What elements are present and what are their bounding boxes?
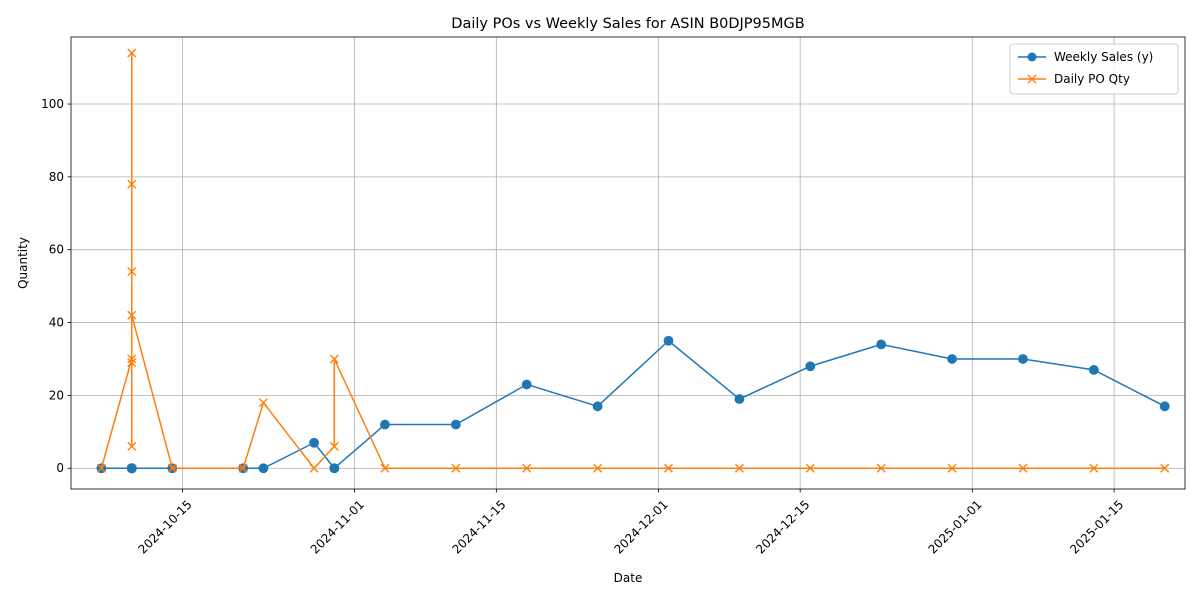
data-point bbox=[1018, 463, 1028, 473]
x-tick-label: 2024-11-01 bbox=[308, 497, 367, 556]
grid-layer bbox=[71, 37, 1185, 489]
legend-label: Weekly Sales (y) bbox=[1054, 50, 1153, 64]
y-tick-label: 0 bbox=[56, 461, 64, 475]
legend-marker bbox=[1027, 52, 1037, 62]
data-point bbox=[664, 463, 674, 473]
data-point bbox=[805, 361, 816, 372]
data-point bbox=[1088, 364, 1099, 375]
data-point bbox=[876, 339, 887, 350]
data-point bbox=[127, 354, 137, 364]
y-tick-label: 100 bbox=[41, 97, 64, 111]
x-tick-label: 2024-12-15 bbox=[753, 497, 812, 556]
data-point bbox=[734, 463, 744, 473]
series-layer bbox=[96, 48, 1170, 474]
x-axis-label: Date bbox=[614, 571, 643, 585]
data-point bbox=[329, 354, 339, 364]
data-point bbox=[127, 48, 137, 58]
y-tick-label: 80 bbox=[49, 170, 64, 184]
data-point bbox=[309, 437, 319, 448]
data-point bbox=[450, 419, 461, 430]
data-point bbox=[1089, 463, 1099, 473]
data-point bbox=[876, 463, 886, 473]
data-point bbox=[451, 463, 461, 473]
data-point bbox=[96, 463, 106, 473]
y-axis-label: Quantity bbox=[16, 237, 30, 289]
series-line bbox=[100, 52, 1165, 469]
legend: Weekly Sales (y) Daily PO Qty bbox=[1009, 43, 1179, 95]
plot-frame bbox=[70, 36, 1186, 490]
x-tick-label: 2025-01-15 bbox=[1067, 497, 1126, 556]
data-point bbox=[592, 401, 603, 412]
data-point bbox=[734, 394, 745, 404]
data-point bbox=[127, 310, 137, 320]
x-tick-label: 2025-01-01 bbox=[925, 497, 984, 556]
data-point bbox=[127, 179, 137, 189]
data-point bbox=[309, 463, 319, 473]
data-point bbox=[947, 354, 957, 364]
data-point bbox=[1018, 354, 1028, 364]
series-weekly-sales bbox=[96, 335, 1170, 474]
legend-item: Daily PO Qty bbox=[1018, 72, 1130, 86]
data-point bbox=[238, 463, 248, 473]
data-point bbox=[1160, 463, 1170, 473]
data-point bbox=[522, 463, 532, 473]
data-point bbox=[947, 463, 957, 473]
data-point bbox=[380, 463, 390, 473]
data-point bbox=[805, 463, 815, 473]
y-tick-label: 40 bbox=[49, 316, 64, 330]
data-point bbox=[329, 441, 339, 451]
legend-label: Daily PO Qty bbox=[1054, 72, 1130, 86]
data-point bbox=[380, 419, 390, 430]
series-daily-po-qty bbox=[96, 48, 1170, 473]
data-point bbox=[593, 463, 603, 473]
x-tick-label: 2024-11-15 bbox=[449, 497, 508, 556]
data-point bbox=[1159, 401, 1170, 412]
data-point bbox=[127, 441, 137, 451]
legend-marker bbox=[1027, 74, 1037, 84]
legend-box bbox=[1009, 43, 1179, 95]
data-point bbox=[127, 358, 137, 368]
y-tick-label: 60 bbox=[49, 243, 64, 257]
y-tick-label: 20 bbox=[49, 388, 64, 402]
chart-title: Daily POs vs Weekly Sales for ASIN B0DJP… bbox=[451, 16, 804, 32]
x-tick-label: 2024-10-15 bbox=[136, 497, 195, 556]
data-point bbox=[258, 398, 268, 408]
data-point bbox=[126, 463, 137, 474]
tick-layer: 2024-10-15 2024-11-01 2024-11-15 2024-12-01… bbox=[41, 97, 1126, 557]
data-point bbox=[663, 335, 674, 346]
data-point bbox=[258, 463, 269, 474]
data-point bbox=[329, 463, 340, 474]
legend-item: Weekly Sales (y) bbox=[1018, 50, 1153, 64]
data-point bbox=[521, 379, 532, 390]
data-point bbox=[127, 267, 137, 277]
x-tick-label: 2024-12-01 bbox=[612, 497, 671, 556]
data-point bbox=[167, 463, 177, 473]
